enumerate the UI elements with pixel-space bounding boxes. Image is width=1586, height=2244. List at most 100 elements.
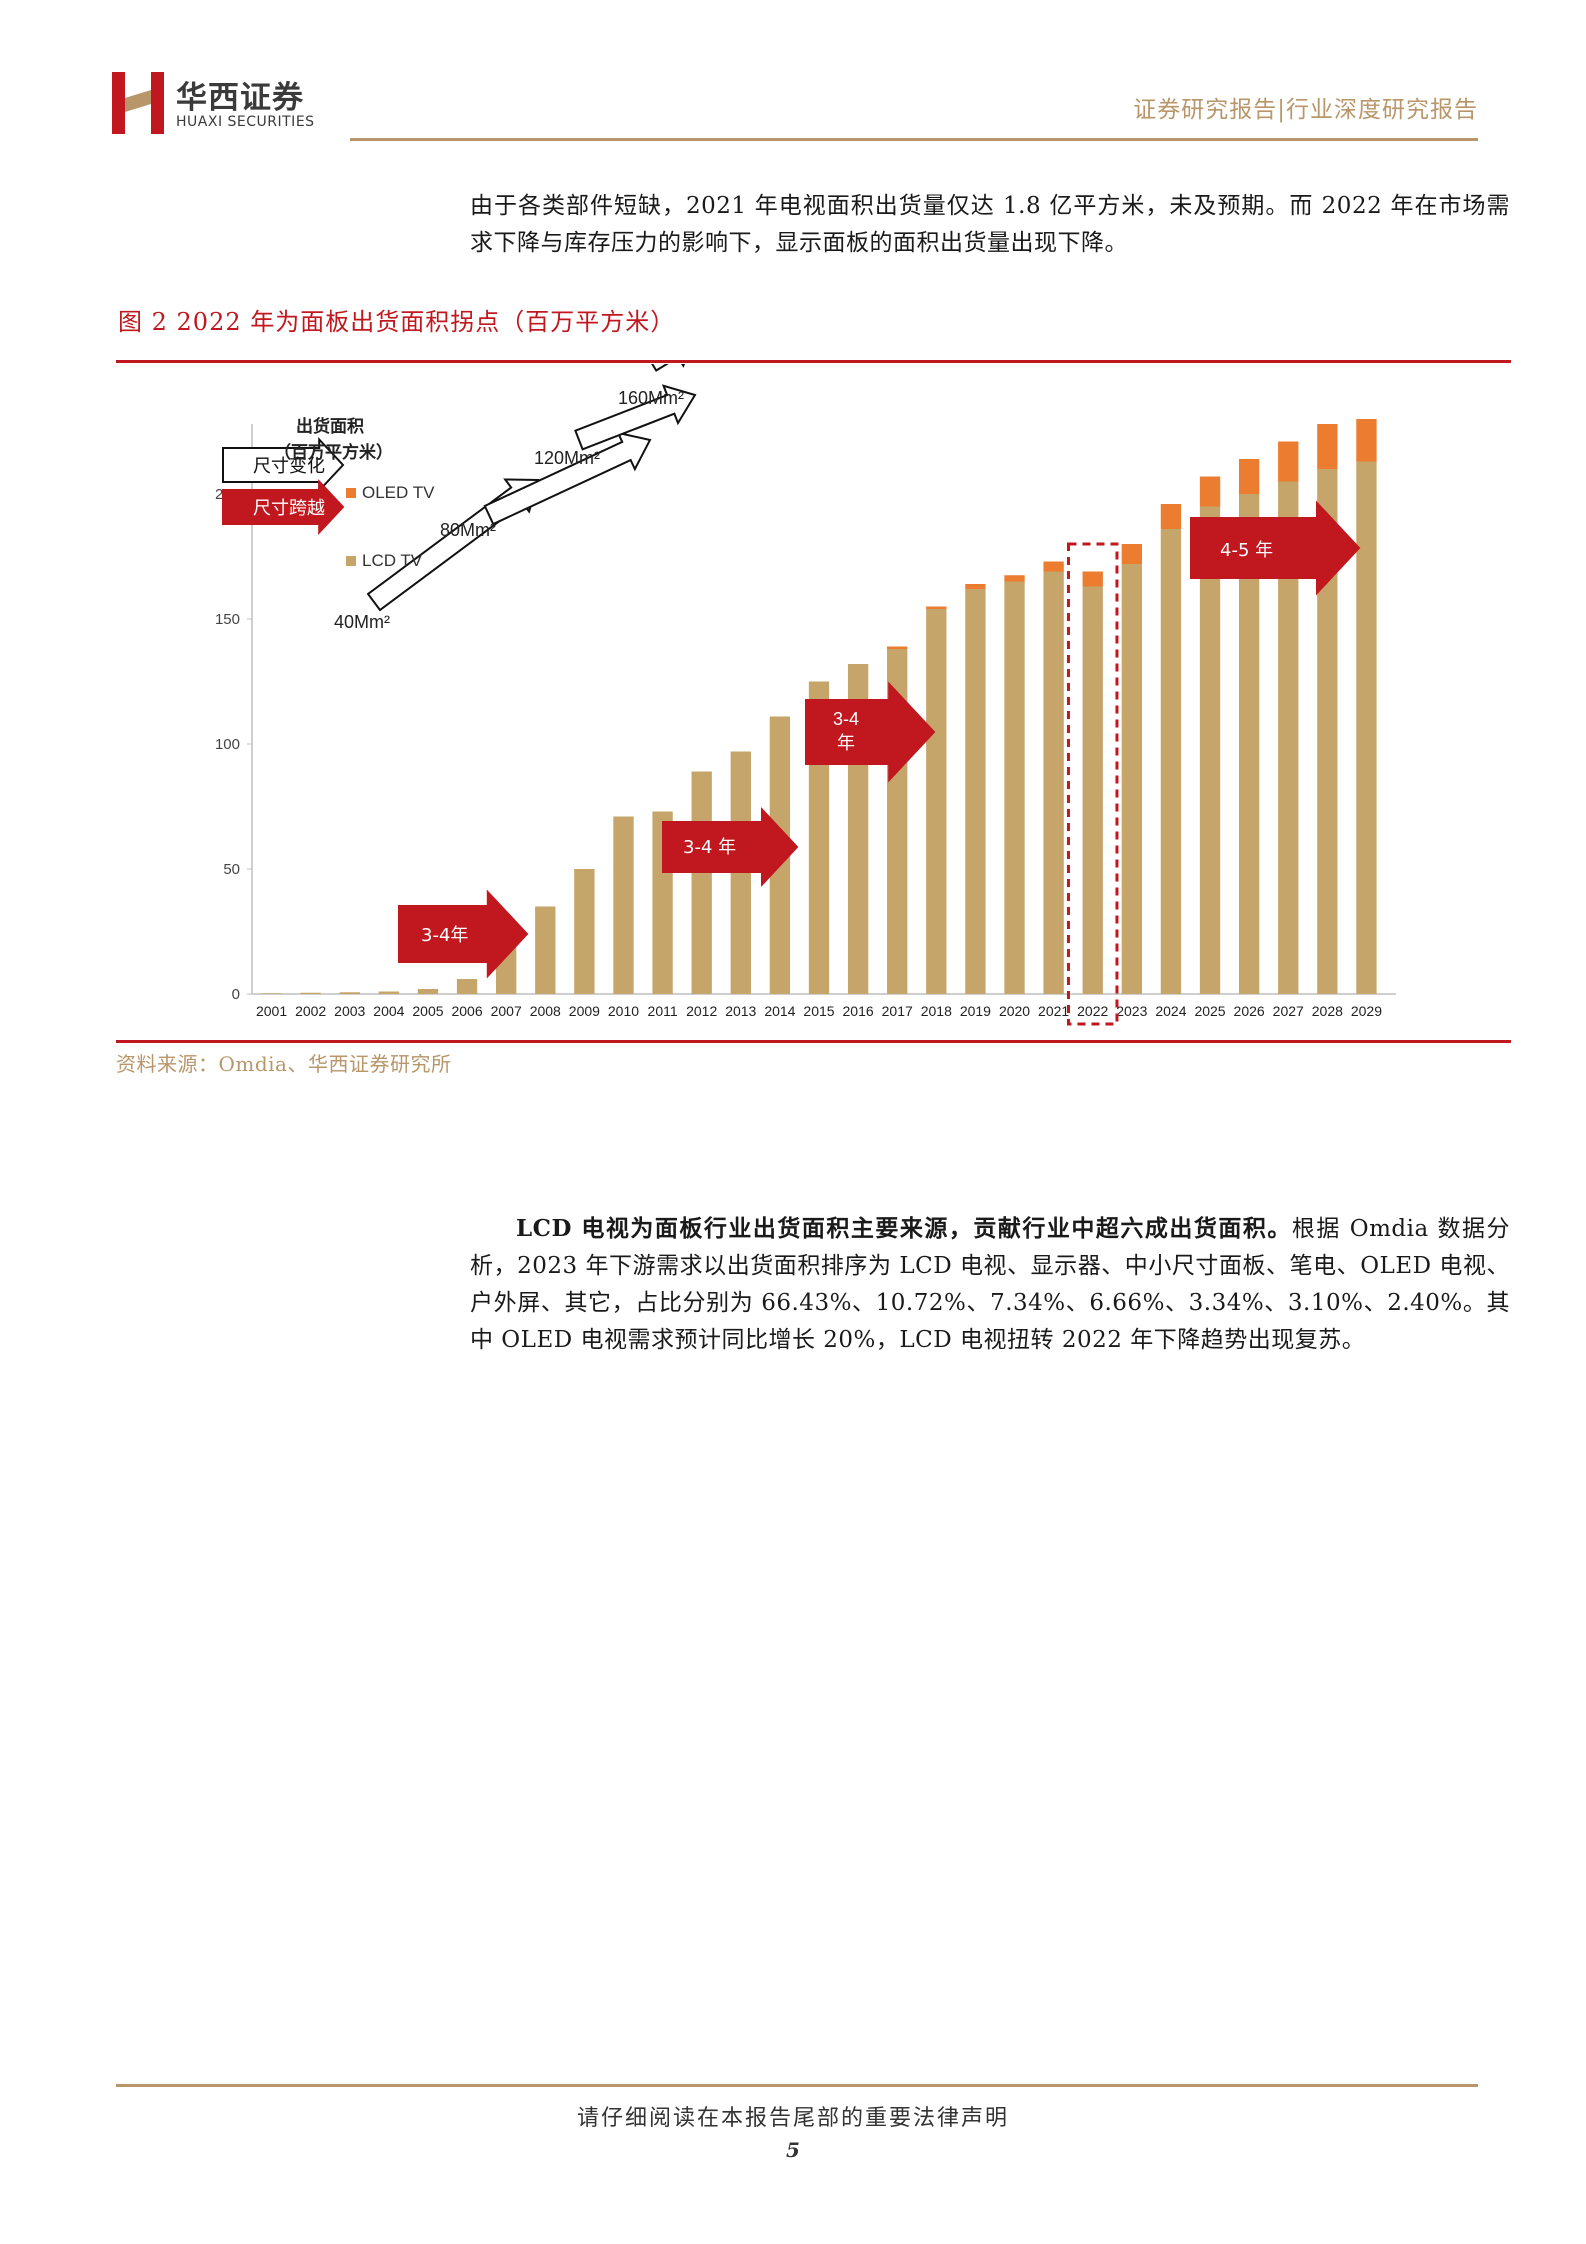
legend-swatch-lcd [346, 556, 356, 566]
x-tick-label-2028: 2028 [1312, 1003, 1343, 1019]
bar-lcd-2008 [535, 906, 556, 994]
legend-arrow-size-jump-label: 尺寸跨越 [253, 498, 325, 519]
y-tick-label: 0 [232, 986, 240, 1003]
bar-oled-2026 [1238, 459, 1260, 494]
y-axis-title-line2: （百万平方米） [274, 442, 393, 463]
x-tick-label-2026: 2026 [1234, 1003, 1265, 1019]
bar-lcd-2029 [1356, 461, 1377, 994]
x-tick-label-2010: 2010 [608, 1003, 639, 1019]
x-tick-label-2002: 2002 [295, 1003, 326, 1019]
figure-source: 资料来源：Omdia、华西证券研究所 [116, 1052, 452, 1076]
span-arrow-label-0: 3-4年 [421, 925, 468, 946]
body-paragraph-1: 由于各类部件短缺，2021 年电视面积出货量仅达 1.8 亿平方米，未及预期。而… [470, 193, 1510, 256]
span-arrow-label-1: 3-4 年 [683, 837, 736, 858]
highlight-box-2022 [1066, 542, 1119, 1026]
bar-lcd-2019 [965, 589, 986, 994]
chart-annotations: 40Mm²80Mm²120Mm²160Mm²180Mm²200Mm²230Mm²… [222, 364, 1361, 1026]
bar-oled-2020 [1004, 575, 1025, 582]
legend-label-oled: OLED TV [362, 483, 435, 502]
bar-oled-2027 [1278, 441, 1299, 482]
bar-lcd-2001 [261, 993, 282, 994]
span-arrow-3 [1190, 500, 1361, 596]
footer-divider [116, 2084, 1478, 2087]
body-paragraph-2: LCD 电视为面板行业出货面积主要来源，贡献行业中超六成出货面积。根据 Omdi… [470, 1210, 1510, 1359]
span-arrow-2 [805, 681, 936, 783]
milestone-arrow-2 [574, 384, 697, 451]
figure-top-rule [116, 360, 1511, 363]
span-arrow-label-2-b: 年 [837, 733, 855, 754]
x-tick-label-2015: 2015 [803, 1003, 834, 1019]
bar-lcd-2012 [691, 771, 712, 994]
bar-lcd-2020 [1004, 581, 1025, 994]
logo-chinese-name: 华西证券 [176, 80, 304, 116]
legend-arrow-size-change [222, 436, 345, 494]
bar-lcd-2004 [378, 991, 400, 994]
bar-oled-2028 [1317, 424, 1338, 469]
bar-lcd-2026 [1238, 494, 1260, 994]
x-tick-label-2017: 2017 [882, 1003, 913, 1019]
x-tick-label-2018: 2018 [921, 1003, 952, 1019]
figure-caption: 图 2 2022 年为面板出货面积拐点（百万平方米） [118, 308, 676, 336]
x-tick-label-2025: 2025 [1194, 1003, 1225, 1019]
header-divider [350, 138, 1478, 141]
legend-arrow-size-change-label: 尺寸变化 [253, 456, 325, 477]
x-tick-label-2012: 2012 [686, 1003, 717, 1019]
x-tick-label-2008: 2008 [530, 1003, 561, 1019]
bar-oled-2025 [1199, 476, 1221, 507]
bar-lcd-2003 [339, 992, 360, 994]
span-arrow-label-2: 3-4 [833, 709, 859, 729]
bar-oled-2021 [1043, 561, 1064, 572]
y-tick-label: 50 [223, 861, 240, 878]
bar-lcd-2005 [417, 989, 439, 994]
x-tick-label-2021: 2021 [1038, 1003, 1069, 1019]
milestone-label-0: 40Mm² [334, 612, 390, 632]
x-tick-label-2011: 2011 [648, 1003, 678, 1019]
bar-lcd-2027 [1278, 481, 1299, 994]
huaxi-logo-icon [112, 72, 164, 134]
x-tick-label-2007: 2007 [491, 1003, 522, 1019]
bar-lcd-2024 [1160, 529, 1182, 994]
bar-oled-2022 [1082, 571, 1103, 587]
x-tick-label-2013: 2013 [725, 1003, 756, 1019]
x-tick-label-2003: 2003 [334, 1003, 365, 1019]
legend-arrow-size-jump [222, 478, 345, 536]
para2-body: 根据 Omdia 数据分析，2023 年下游需求以出货面积排序为 LCD 电视、… [470, 1216, 1510, 1353]
bar-lcd-2006 [456, 979, 478, 994]
bar-oled-2019 [965, 584, 986, 589]
span-arrow-0 [398, 889, 529, 979]
legal-disclaimer-note: 请仔细阅读在本报告尾部的重要法律声明 [576, 2106, 1009, 2131]
report-type-label: 证券研究报告|行业深度研究报告 [1133, 97, 1478, 123]
milestone-arrow-3 [651, 364, 685, 372]
bar-lcd-2023 [1121, 564, 1142, 994]
x-tick-label-2027: 2027 [1273, 1003, 1304, 1019]
bar-lcd-2021 [1043, 571, 1064, 994]
y-tick-label: 100 [215, 736, 240, 753]
x-tick-label-2020: 2020 [999, 1003, 1030, 1019]
chart-x-ticks: 2001 2002 2003 2004 2005 2006 2007 2008 2009 2010… [256, 1003, 1382, 1019]
x-tick-label-2029: 2029 [1351, 1003, 1382, 1019]
bar-oled-2029 [1356, 419, 1377, 462]
para2-lead-sentence: LCD 电视为面板行业出货面积主要来源，贡献行业中超六成出货面积。 [516, 1215, 1292, 1242]
x-tick-label-2006: 2006 [451, 1003, 482, 1019]
x-tick-label-2022: 2022 [1077, 1003, 1108, 1019]
bar-lcd-2002 [300, 992, 321, 994]
span-arrow-label-3: 4-5 年 [1220, 540, 1273, 561]
milestone-label-1: 80Mm² [440, 520, 496, 540]
bar-oled-2017 [887, 646, 908, 649]
bar-oled-2023 [1121, 544, 1142, 564]
milestone-label-2: 120Mm² [534, 448, 600, 468]
x-tick-label-2023: 2023 [1116, 1003, 1147, 1019]
x-tick-label-2004: 2004 [373, 1003, 404, 1019]
milestone-label-3: 160Mm² [618, 388, 684, 408]
bar-lcd-2025 [1199, 506, 1221, 994]
milestone-arrow-1 [483, 431, 652, 526]
bar-lcd-2018 [926, 609, 947, 994]
bar-oled-2024 [1160, 504, 1182, 529]
bar-oled-2018 [926, 606, 947, 609]
logo-english-name: HUAXI SECURITIES [176, 114, 315, 130]
x-tick-label-2016: 2016 [843, 1003, 874, 1019]
y-tick-label: 150 [215, 611, 240, 628]
x-tick-label-2014: 2014 [764, 1003, 795, 1019]
figure-bottom-rule [116, 1040, 1511, 1043]
chart-y-ticks: 050100150200 [215, 486, 252, 1003]
